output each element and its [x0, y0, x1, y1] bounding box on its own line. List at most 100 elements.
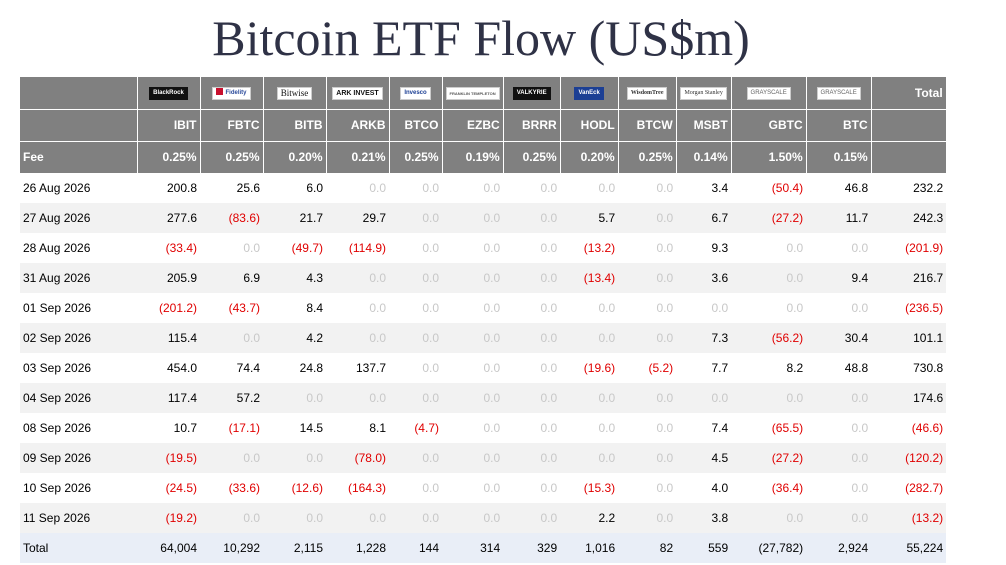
- flow-cell: 0.0: [560, 323, 619, 353]
- flow-cell: 0.0: [326, 263, 389, 293]
- flow-cell: (19.2): [137, 503, 200, 533]
- flow-cell: (4.7): [414, 421, 439, 435]
- flow-cell: 0.0: [806, 503, 872, 533]
- fee-cell: 0.20%: [263, 141, 327, 174]
- row-total-cell: (13.2): [871, 503, 947, 533]
- flow-cell: 0.0: [711, 301, 729, 315]
- flow-cell: 0.0: [326, 383, 389, 413]
- flow-cell: 7.4: [711, 421, 729, 435]
- ticker-header: GBTC: [731, 109, 807, 142]
- flow-cell: 0.0: [326, 323, 389, 353]
- invesco-logo: Invesco: [400, 86, 431, 100]
- flow-cell: (36.4): [771, 481, 804, 495]
- flow-cell: 0.0: [676, 383, 732, 413]
- page-title: Bitcoin ETF Flow (US$m): [212, 10, 750, 66]
- fee-cell: 0.19%: [442, 141, 504, 174]
- fee-cell: 0.15%: [806, 141, 872, 174]
- fee-cell: 0.14%: [676, 141, 732, 174]
- column-total-cell: 314: [442, 533, 504, 563]
- flow-cell: 115.4: [137, 323, 200, 353]
- row-total-cell: (46.6): [911, 421, 944, 435]
- flow-cell: 0.0: [389, 443, 442, 473]
- table-row: 02 Sep 2026 115.4 0.0 4.2 0.0 0.0 0.0 0.0 0.0 0.0…: [20, 323, 947, 353]
- flow-cell: 0.0: [442, 263, 504, 293]
- flow-cell: 0.0: [618, 383, 677, 413]
- flow-cell: 0.0: [200, 443, 263, 473]
- column-total-cell: 1,016: [560, 533, 619, 563]
- total-column-header: Total: [871, 77, 947, 110]
- flow-cell: (78.0): [326, 443, 389, 473]
- empty-total-header: [871, 109, 947, 142]
- flow-cell: 0.0: [442, 323, 504, 353]
- row-total-cell: 232.2: [913, 181, 944, 196]
- flow-cell: 0.0: [656, 301, 674, 315]
- flow-cell: 57.2: [200, 383, 263, 413]
- flow-cell: 0.0: [389, 323, 442, 353]
- flow-cell: 6.0: [306, 181, 323, 196]
- ticker-header: ARKB: [326, 109, 390, 142]
- flow-cell: (15.3): [583, 481, 616, 495]
- flow-cell: 11.7: [806, 203, 872, 233]
- flow-cell: 0.0: [263, 443, 326, 473]
- ticker-header: EZBC: [442, 109, 504, 142]
- flow-cell: 0.0: [442, 203, 504, 233]
- flow-cell: 0.0: [442, 443, 504, 473]
- flow-cell: 2.2: [560, 503, 619, 533]
- flow-cell: 0.0: [422, 481, 439, 495]
- flow-cell: 4.5: [676, 443, 732, 473]
- fee-cell: 1.50%: [731, 141, 807, 174]
- flow-cell: 4.0: [711, 481, 729, 495]
- flow-cell: 0.0: [731, 383, 807, 413]
- flow-cell: 0.0: [503, 263, 561, 293]
- flow-cell: 3.6: [676, 263, 732, 293]
- table-row: 10 Sep 2026 (24.5) (33.6) (12.6) (164.3) 0.0 0…: [20, 473, 946, 503]
- ark-invest-logo: ARK INVEST: [332, 86, 383, 100]
- flow-cell: 200.8: [166, 181, 197, 196]
- flow-cell: 0.0: [598, 301, 616, 315]
- flow-cell: 0.0: [483, 241, 501, 255]
- flow-cell: 0.0: [422, 361, 439, 375]
- header-corner: [20, 77, 138, 110]
- flow-cell: 277.6: [137, 203, 200, 233]
- flow-cell: 0.0: [806, 443, 872, 473]
- ticker-header: BTCW: [618, 109, 677, 142]
- flow-cell: 0.0: [656, 421, 674, 435]
- flow-cell: (12.6): [291, 481, 323, 495]
- flow-cell: 21.7: [263, 203, 326, 233]
- flow-cell: (65.5): [771, 421, 804, 435]
- column-total-cell: 10,292: [200, 533, 263, 563]
- flow-cell: 9.4: [806, 263, 872, 293]
- flow-cell: 8.2: [786, 361, 804, 375]
- flow-cell: 0.0: [483, 421, 501, 435]
- row-total-cell: 242.3: [871, 203, 947, 233]
- totals-row: Total 64,004 10,292 2,115 1,228 144 314 329 1,01…: [20, 533, 947, 563]
- flow-cell: 0.0: [483, 481, 501, 495]
- date-cell: 09 Sep 2026: [20, 443, 137, 473]
- ticker-header: MSBT: [676, 109, 732, 142]
- ticker-header: HODL: [560, 109, 619, 142]
- table-row: 11 Sep 2026 (19.2) 0.0 0.0 0.0 0.0 0.0 0.0 2.2 0.…: [20, 503, 947, 533]
- flow-cell: (114.9): [348, 241, 386, 255]
- ticker-row-label: [20, 109, 138, 142]
- flow-cell: 0.0: [389, 503, 442, 533]
- fidelity-logo: Fidelity: [212, 86, 251, 100]
- row-total-cell: 174.6: [871, 383, 947, 413]
- table-row: 27 Aug 2026 277.6 (83.6) 21.7 29.7 0.0 0.0 0.0 5…: [20, 203, 947, 233]
- ticker-row: IBIT FBTC BITB ARKB BTCO EZBC BRRR HODL BTCW MSBT…: [20, 109, 947, 142]
- flow-cell: (19.5): [137, 443, 200, 473]
- flow-cell: 0.0: [618, 263, 677, 293]
- flow-cell: 74.4: [236, 361, 260, 375]
- flow-cell: 0.0: [731, 503, 807, 533]
- flow-cell: 117.4: [137, 383, 200, 413]
- flow-cell: 0.0: [503, 383, 561, 413]
- flow-cell: 0.0: [540, 181, 558, 196]
- flow-cell: 9.3: [711, 241, 729, 255]
- flow-cell: 0.0: [503, 503, 561, 533]
- flow-cell: 0.0: [483, 301, 501, 315]
- flow-cell: 0.0: [851, 481, 869, 495]
- grayscale-logo: GRAYSCALE: [746, 86, 791, 100]
- morgan-stanley-logo: Morgan Stanley: [680, 86, 727, 100]
- date-cell: 31 Aug 2026: [20, 263, 137, 293]
- table-row: 08 Sep 2026 10.7 (17.1) 14.5 8.1 (4.7) 0.0 0.0 0…: [20, 413, 946, 443]
- flow-cell: 3.8: [676, 503, 732, 533]
